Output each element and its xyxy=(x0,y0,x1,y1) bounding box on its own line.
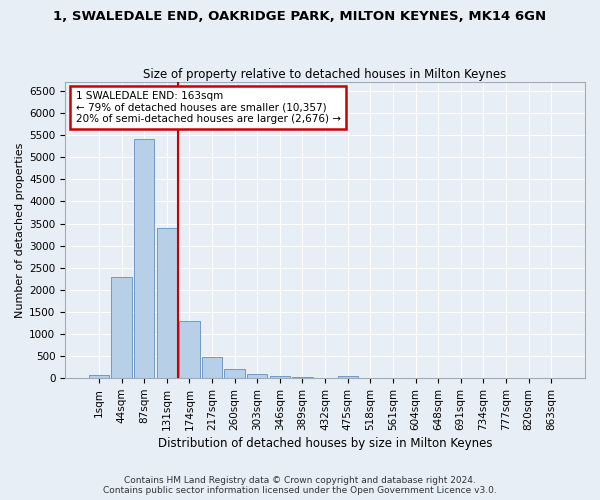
Bar xyxy=(112,278,132,378)
Y-axis label: Number of detached properties: Number of detached properties xyxy=(15,142,25,318)
Bar xyxy=(224,370,245,378)
Title: Size of property relative to detached houses in Milton Keynes: Size of property relative to detached ho… xyxy=(143,68,506,81)
Text: Contains HM Land Registry data © Crown copyright and database right 2024.
Contai: Contains HM Land Registry data © Crown c… xyxy=(103,476,497,495)
Text: 1, SWALEDALE END, OAKRIDGE PARK, MILTON KEYNES, MK14 6GN: 1, SWALEDALE END, OAKRIDGE PARK, MILTON … xyxy=(53,10,547,23)
X-axis label: Distribution of detached houses by size in Milton Keynes: Distribution of detached houses by size … xyxy=(158,437,493,450)
Bar xyxy=(179,321,200,378)
Bar xyxy=(157,228,177,378)
Bar xyxy=(89,375,109,378)
Bar xyxy=(202,357,222,378)
Bar xyxy=(134,138,154,378)
Bar xyxy=(247,374,268,378)
Bar xyxy=(338,376,358,378)
Bar xyxy=(269,376,290,378)
Text: 1 SWALEDALE END: 163sqm
← 79% of detached houses are smaller (10,357)
20% of sem: 1 SWALEDALE END: 163sqm ← 79% of detache… xyxy=(76,91,341,124)
